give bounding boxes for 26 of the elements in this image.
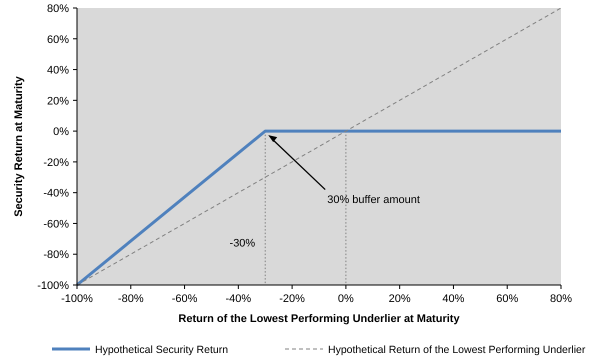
x-tick-label: -80% (118, 293, 144, 305)
x-tick-label: 60% (496, 293, 518, 305)
y-tick-label: 80% (46, 3, 70, 15)
legend-label: Hypothetical Security Return (95, 344, 228, 356)
y-tick-label: 0% (53, 126, 70, 138)
ref-line-label: -30% (230, 238, 256, 250)
annotation: 30% buffer amount (327, 194, 420, 206)
x-tick-label: 80% (550, 293, 572, 305)
y-tick-label: 20% (46, 95, 70, 108)
y-axis-title: Security Return at Maturity (13, 75, 25, 217)
legend-label: Hypothetical Return of the Lowest Performing Underlier (328, 344, 586, 356)
x-tick-label: -20% (279, 293, 306, 305)
y-tick-label: 60% (46, 34, 70, 46)
x-tick-label: -100% (61, 293, 94, 305)
x-tick-label: 0% (338, 293, 354, 305)
x-tick-label: -40% (225, 293, 252, 305)
y-tick-label: -40% (43, 188, 70, 200)
y-tick-label: 40% (46, 64, 70, 77)
x-axis-title: Return of the Lowest Performing Underlier at Maturity (178, 313, 460, 325)
y-tick-label: -60% (43, 218, 70, 230)
x-tick-label: 20% (388, 293, 411, 305)
y-tick-label: -80% (43, 249, 70, 262)
y-tick-label: -100% (37, 280, 70, 292)
x-tick-label: -60% (172, 293, 198, 305)
y-tick-label: -20% (43, 156, 70, 169)
x-tick-label: 40% (442, 293, 465, 305)
